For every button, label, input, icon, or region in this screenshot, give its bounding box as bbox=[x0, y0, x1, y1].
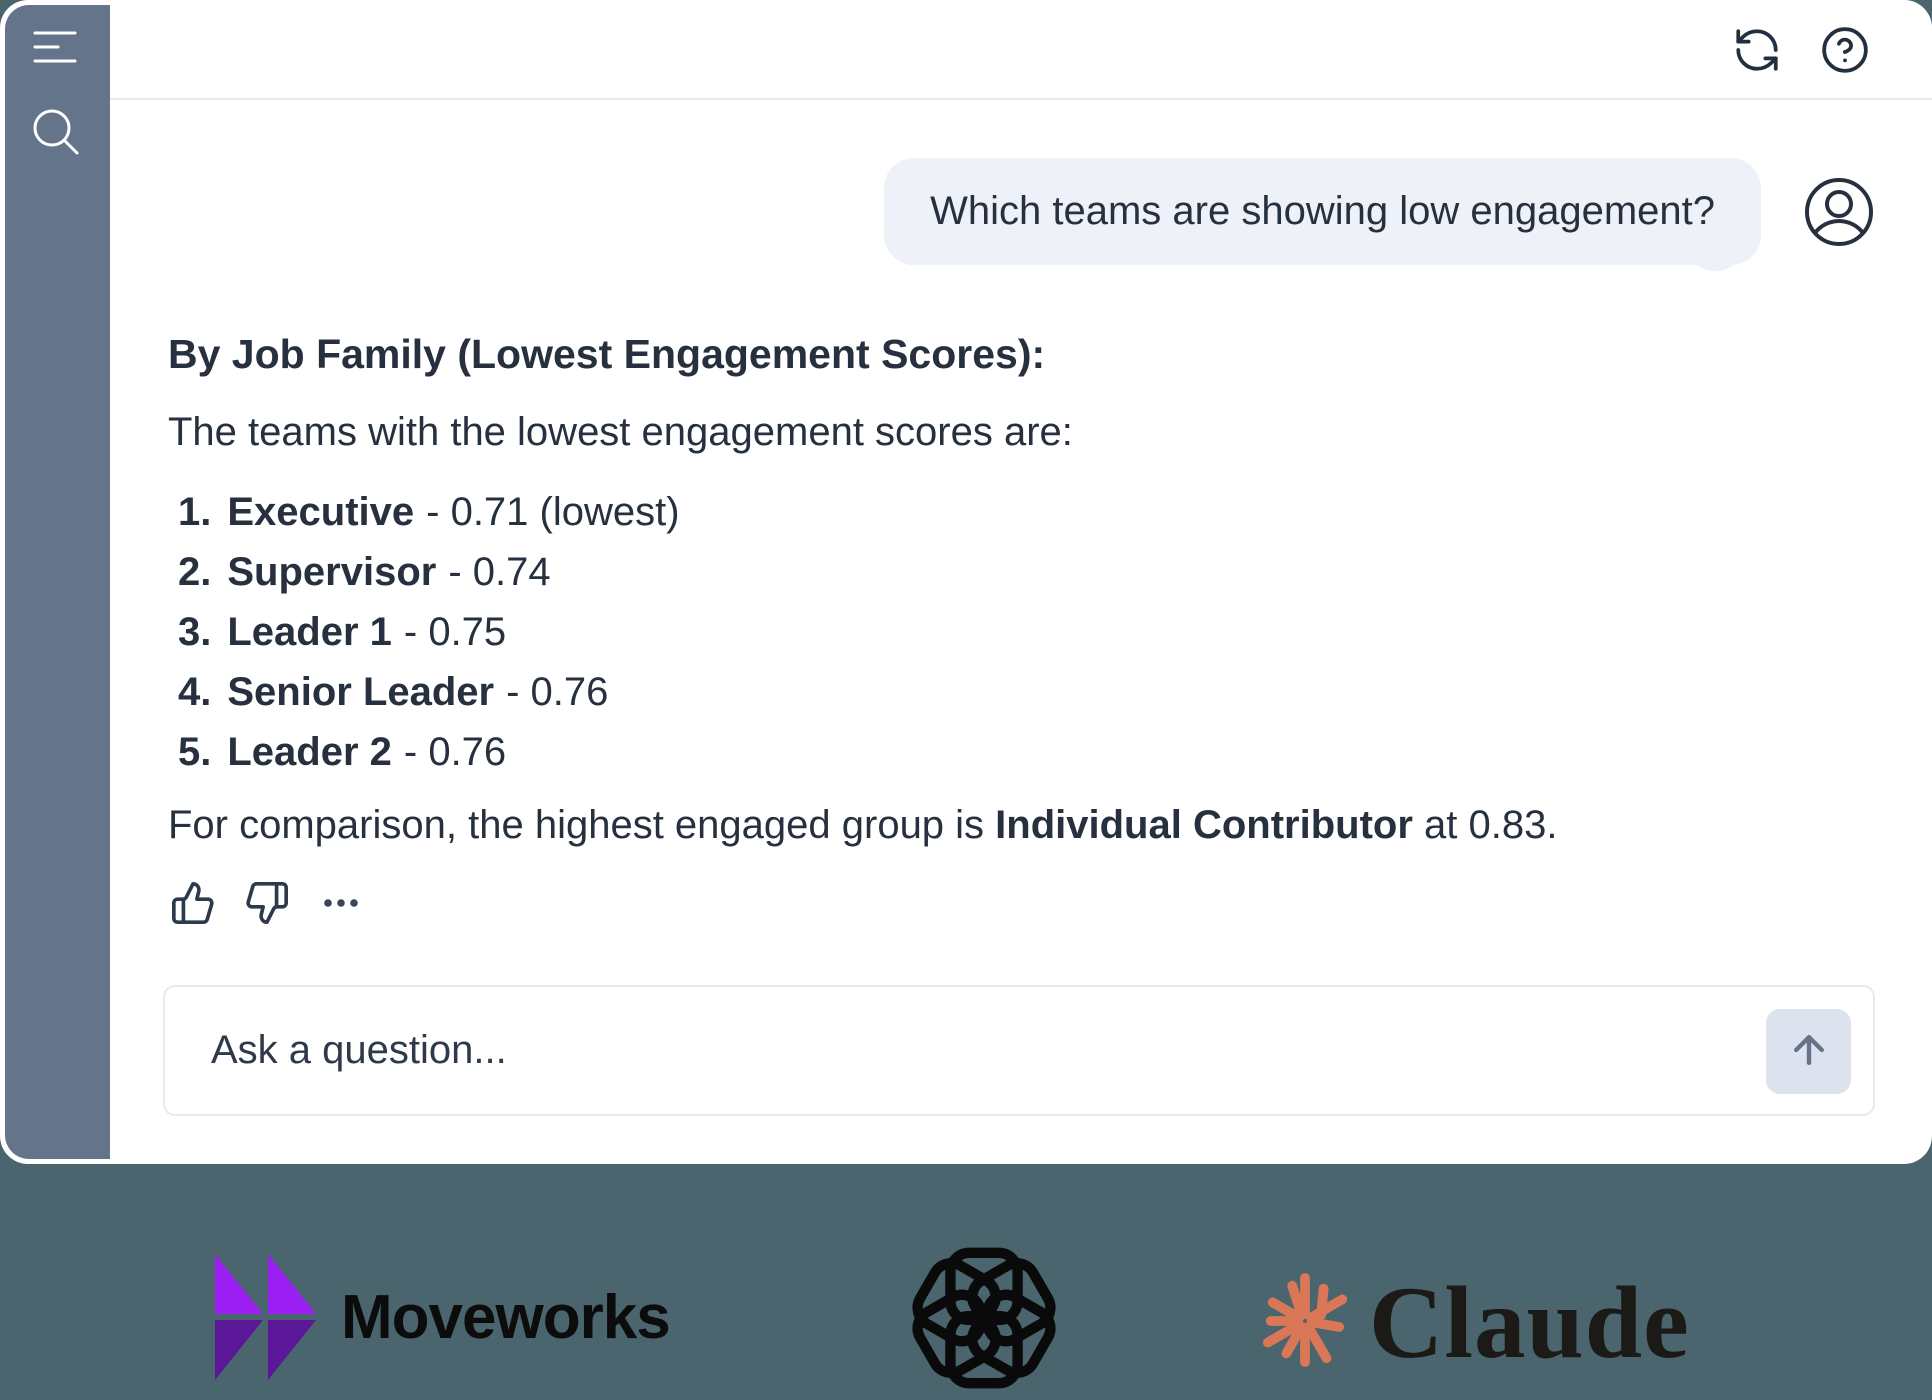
list-item-score: - 0.71 (lowest) bbox=[426, 490, 680, 535]
footer-logos: Moveworks bbox=[0, 1164, 1932, 1400]
list-item-team: Leader 2 bbox=[227, 730, 392, 775]
user-message-text: Which teams are showing low engagement? bbox=[930, 189, 1715, 233]
bubble-tail bbox=[1694, 233, 1744, 283]
list-item-team: Supervisor bbox=[227, 550, 437, 595]
thumbs-up-button[interactable] bbox=[168, 879, 218, 929]
claude-wordmark: Claude bbox=[1369, 1266, 1690, 1380]
refresh-button[interactable] bbox=[1732, 25, 1782, 78]
moveworks-wordmark: Moveworks bbox=[341, 1282, 671, 1352]
response-intro: The teams with the lowest engagement sco… bbox=[168, 410, 1073, 455]
help-circle-icon bbox=[1820, 27, 1870, 78]
app-window: Which teams are showing low engagement? … bbox=[0, 0, 1932, 1164]
arrow-up-icon bbox=[1787, 1028, 1831, 1075]
user-message-bubble: Which teams are showing low engagement? bbox=[884, 158, 1761, 283]
list-item: 5. Leader 2- 0.76 bbox=[178, 729, 1875, 776]
help-button[interactable] bbox=[1820, 25, 1870, 78]
comparison-highlight: Individual Contributor bbox=[995, 803, 1413, 848]
list-item-score: - 0.75 bbox=[403, 610, 507, 655]
thumbs-down-icon bbox=[244, 880, 290, 929]
moveworks-logo: Moveworks bbox=[215, 1254, 671, 1380]
list-item-rank: 4. bbox=[178, 670, 212, 715]
list-item: 4. Senior Leader - 0.76 bbox=[178, 669, 1875, 716]
list-item-rank: 2. bbox=[178, 550, 212, 595]
list-item-rank: 5. bbox=[178, 730, 212, 775]
refresh-icon bbox=[1732, 29, 1782, 78]
list-item-score: - 0.76 bbox=[506, 670, 609, 715]
search-icon bbox=[29, 109, 81, 160]
list-item-score: - 0.76 bbox=[403, 730, 507, 775]
list-item-team: Leader 1 bbox=[227, 610, 392, 655]
moveworks-mark-icon bbox=[215, 1254, 316, 1380]
chat-area: Which teams are showing low engagement? … bbox=[110, 102, 1932, 1164]
ellipsis-icon bbox=[318, 880, 364, 929]
user-avatar-icon bbox=[1803, 176, 1875, 248]
response-heading: By Job Family (Lowest Engagement Scores)… bbox=[168, 331, 1046, 377]
more-options-button[interactable] bbox=[316, 879, 366, 929]
comparison-prefix: For comparison, the highest engaged grou… bbox=[168, 803, 996, 848]
sidebar bbox=[5, 5, 110, 1159]
comparison-line: For comparison, the highest engaged grou… bbox=[168, 802, 1875, 849]
list-item-team: Executive bbox=[227, 490, 415, 535]
list-item-team: Senior Leader bbox=[227, 670, 495, 715]
list-item-rank: 1. bbox=[178, 490, 212, 535]
composer bbox=[163, 985, 1875, 1116]
menu-icon bbox=[33, 31, 77, 70]
user-message-row: Which teams are showing low engagement? bbox=[168, 158, 1875, 283]
list-item: 1. Executive - 0.71 (lowest) bbox=[178, 489, 1875, 536]
topbar bbox=[110, 0, 1932, 100]
comparison-suffix: at 0.83. bbox=[1412, 803, 1558, 848]
claude-logo: Claude bbox=[1256, 1264, 1690, 1382]
assistant-response: By Job Family (Lowest Engagement Scores)… bbox=[168, 331, 1875, 929]
list-item: 2. Supervisor - 0.74 bbox=[178, 549, 1875, 596]
openai-logo-icon bbox=[905, 1239, 1063, 1397]
engagement-score-list: 1. Executive - 0.71 (lowest) 2. Supervisor -… bbox=[168, 489, 1875, 776]
menu-button[interactable] bbox=[33, 27, 77, 70]
response-actions bbox=[168, 879, 1875, 929]
question-input[interactable] bbox=[165, 987, 1873, 1114]
thumbs-down-button[interactable] bbox=[242, 879, 292, 929]
search-button[interactable] bbox=[29, 105, 81, 160]
list-item-rank: 3. bbox=[178, 610, 212, 655]
list-item: 3. Leader 1- 0.75 bbox=[178, 609, 1875, 656]
claude-starburst-icon bbox=[1256, 1272, 1354, 1375]
send-button[interactable] bbox=[1766, 1009, 1851, 1094]
list-item-score: - 0.74 bbox=[448, 550, 551, 595]
thumbs-up-icon bbox=[170, 880, 216, 929]
